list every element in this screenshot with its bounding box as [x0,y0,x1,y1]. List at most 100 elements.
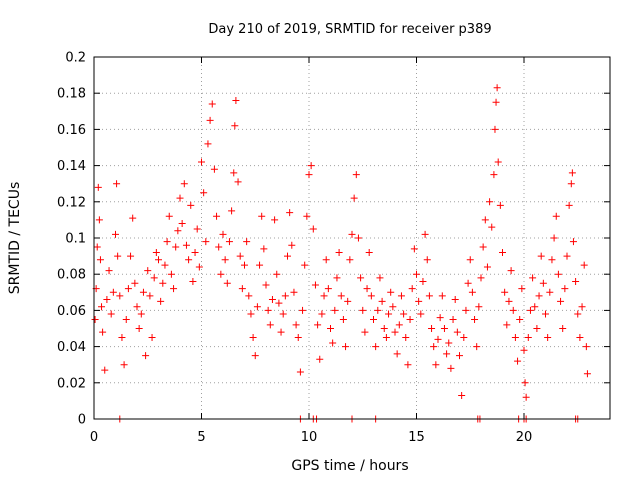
data-point [516,315,524,323]
y-tick-label: 0.02 [57,376,86,391]
data-point [520,346,528,354]
data-point [167,270,175,278]
data-point [144,267,152,275]
data-point [576,334,584,342]
data-point [314,321,322,329]
y-tick-label: 0.14 [57,159,86,174]
data-point [568,169,576,177]
data-point [378,297,386,305]
data-point [583,370,591,378]
data-point [389,303,397,311]
data-point [471,315,479,323]
data-point [98,303,106,311]
data-point [206,116,214,124]
data-point [127,252,135,260]
axis-ticks: 0 0.02 0.04 0.06 0.08 0.1 0.12 0.14 0.16 0.18 0.2 0… [57,51,610,445]
data-point [329,339,337,347]
x-axis-title: GPS time / hours [291,458,408,474]
data-point [501,288,509,296]
data-point [99,328,107,336]
data-point [165,212,173,220]
data-point [428,325,436,332]
data-point [256,261,264,269]
data-point [286,209,294,217]
data-point [107,310,115,318]
data-point [210,165,218,173]
data-point [559,325,567,332]
data-point [93,243,101,251]
data-point [521,379,529,387]
data-point [131,279,139,287]
data-point [350,194,358,202]
data-point [307,162,315,170]
data-point [535,292,543,300]
data-point [305,171,313,179]
data-point [563,252,571,260]
data-point [116,292,124,300]
data-point [462,306,470,314]
data-point [561,285,569,293]
y-tick-label: 0.16 [57,123,86,138]
data-point [400,310,408,318]
data-point [507,267,515,275]
data-point [425,292,433,300]
data-point [569,238,577,246]
data-point [187,201,195,209]
data-point [475,303,483,311]
data-point [524,334,532,342]
data-point [380,325,388,332]
data-point [120,361,128,369]
data-point [582,343,590,351]
x-tick-label: 5 [197,430,205,445]
data-point [320,292,328,300]
data-point [464,279,472,287]
data-point [221,256,229,264]
data-point [296,368,304,376]
data-point [518,285,526,293]
data-point [142,352,150,360]
data-point [458,391,466,399]
data-point [327,325,334,332]
data-point [195,263,203,271]
data-point [539,279,547,287]
grid [94,57,610,419]
data-point [492,98,500,106]
data-point [548,256,556,264]
data-point [372,343,380,351]
data-point [301,261,309,269]
data-point [139,288,147,296]
data-point [193,225,201,233]
data-point [468,288,476,296]
data-point [122,315,130,323]
data-point [91,315,99,323]
data-point [245,292,253,300]
data-point [359,306,367,314]
data-point [113,180,121,188]
data-point [273,270,281,278]
data-point [185,256,193,264]
data-point [176,194,184,202]
data-point [542,310,549,318]
data-point [299,306,307,314]
data-point [494,158,502,166]
data-point [161,261,169,269]
data-point [404,361,412,369]
data-point [456,352,463,360]
data-point [112,230,119,238]
data-point [339,315,347,323]
y-tick-label: 0.04 [57,340,86,355]
data-point [238,285,246,293]
data-point [279,310,287,318]
data-point [397,292,405,300]
data-point [496,201,504,209]
data-point [552,212,560,220]
data-point [447,364,455,372]
data-point [578,303,586,311]
data-point [344,297,352,305]
data-point [243,238,251,246]
data-point [352,171,360,179]
data-point [129,214,137,222]
data-point [230,169,238,177]
data-point [180,180,188,188]
data-point [445,339,453,347]
